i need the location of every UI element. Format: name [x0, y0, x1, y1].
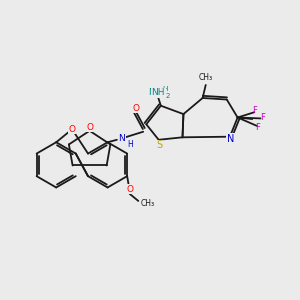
Text: O: O: [69, 125, 76, 134]
Text: F: F: [260, 113, 265, 122]
Text: NH: NH: [152, 88, 165, 97]
Text: CH₃: CH₃: [141, 199, 155, 208]
Text: H: H: [128, 140, 134, 149]
Text: S: S: [156, 140, 162, 150]
Text: N: N: [227, 134, 234, 144]
Text: N: N: [118, 134, 125, 143]
Text: CH₃: CH₃: [199, 73, 213, 82]
Text: O: O: [126, 185, 133, 194]
Text: O: O: [133, 104, 140, 113]
Text: F: F: [252, 106, 257, 115]
Text: 2: 2: [166, 93, 170, 99]
Text: NH: NH: [148, 88, 162, 97]
Text: H: H: [162, 86, 168, 92]
Text: O: O: [86, 123, 93, 132]
Text: F: F: [255, 123, 260, 132]
